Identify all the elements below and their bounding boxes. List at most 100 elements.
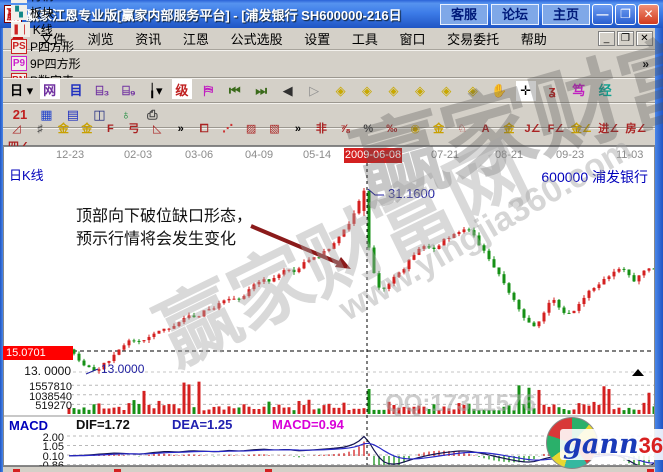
title-bar: 赢 赢家江恩专业版[赢家内部服务平台] - [浦发银行 SH600000-216… [0, 0, 663, 28]
menu-file[interactable]: 文件 [40, 32, 67, 47]
panel-type-label: 日K线 [9, 168, 44, 183]
menu-formula[interactable]: 公式选股 [230, 32, 283, 47]
menu-window[interactable]: 窗口 [399, 32, 426, 47]
gold-circle-icon[interactable]: ◉ [410, 122, 420, 135]
ray-fan-icon[interactable]: ⋰ [222, 122, 234, 135]
pan-hand-icon[interactable]: ✋ [491, 82, 508, 98]
next-bar-icon[interactable]: ▷ [309, 82, 320, 98]
first-bar-icon[interactable]: ⏮ [228, 82, 241, 98]
gold-lines-icon[interactable]: 金 [433, 122, 445, 135]
kline-chart[interactable] [4, 147, 654, 465]
ratio-table-icon[interactable]: 非 [315, 122, 327, 135]
toolbar3-items: 21 ▦ ▤ ◫ ♁ ⎙ [9, 105, 163, 126]
macd-axis-label: 0.10 [42, 451, 64, 463]
gold-box-icon[interactable]: 金 [81, 122, 93, 135]
menu-info[interactable]: 资讯 [135, 32, 162, 47]
scroll-tick [265, 469, 272, 472]
level-icon[interactable]: 级 [171, 79, 192, 100]
curve-icon[interactable]: 经 [598, 82, 612, 98]
menu-settings[interactable]: 设置 [304, 32, 331, 47]
diamond-left-icon[interactable]: ◈ [335, 82, 346, 98]
tool-9p-square[interactable]: P9 9P四方形 [11, 56, 81, 71]
scroll-position-marker [632, 369, 644, 376]
price-axis-label: 13. 0000 [24, 364, 71, 378]
stamp-icon[interactable]: 笃 [572, 82, 586, 98]
dif-value: DIF=1.72 [76, 417, 130, 432]
diamond-center-icon[interactable]: ◈ [414, 82, 425, 98]
gold-angle-icon[interactable]: 金∠ [570, 122, 592, 135]
macd-axis-label: 2.00 [42, 432, 64, 444]
mdi-minimize-button[interactable]: _ [598, 31, 615, 46]
menu-tools[interactable]: 工具 [351, 32, 378, 47]
toolbar1-overflow-chevron[interactable]: » [642, 56, 649, 71]
annotation-line2: 预示行情将会发生变化 [76, 231, 237, 248]
more1-chevron[interactable]: » [177, 122, 184, 135]
fang-angle-icon[interactable]: 房∠ [625, 122, 647, 135]
grid-view-icon[interactable]: 网 [39, 79, 60, 100]
angle-tool-icon[interactable]: ◺ [152, 122, 162, 135]
tool-p-square[interactable]: PS P四方形 [11, 39, 75, 54]
period-day-dropdown[interactable]: 日 ▾ [10, 82, 34, 98]
chart-panel[interactable]: 12-23 02-03 03-06 04-09 05-14 07-21 08-2… [3, 146, 655, 472]
gann360-number: 360 [638, 433, 663, 458]
low-price-callout: 13.0000 [101, 362, 145, 376]
tool-quotes[interactable]: ▦ 行情 [11, 0, 81, 4]
fibo-icon[interactable]: F [106, 122, 114, 135]
rect-tool-icon[interactable]: ⧠ [199, 122, 209, 135]
menu-trade[interactable]: 交易委托 [447, 32, 500, 47]
bottom-scroll-strip[interactable] [3, 466, 655, 472]
jin-angle-icon[interactable]: 进∠ [598, 122, 620, 135]
home-button[interactable]: 主页 [541, 3, 590, 25]
annotation-line1: 顶部向下破位缺口形态， [76, 208, 253, 225]
mdi-close-button[interactable]: ✕ [636, 31, 653, 46]
diamond-updown-icon[interactable]: ◈ [441, 82, 452, 98]
candle-style-dropdown[interactable]: ╽▾ [148, 82, 163, 98]
a-wave-icon[interactable]: A [481, 122, 490, 135]
save-icon[interactable]: ◫ [93, 107, 106, 123]
minimize-button[interactable]: — [592, 3, 613, 25]
service-button[interactable]: 客服 [439, 3, 488, 25]
menu-help[interactable]: 帮助 [520, 32, 547, 47]
diamond-right-icon[interactable]: ◈ [362, 82, 373, 98]
menu-browse[interactable]: 浏览 [87, 32, 114, 47]
gold-ratio-icon[interactable]: 金 [57, 122, 69, 135]
percent-icon[interactable]: % [363, 122, 374, 135]
maximize-button[interactable]: ❐ [615, 3, 636, 25]
notebook-icon[interactable]: ▤ [66, 107, 80, 123]
diamond-all-icon[interactable]: ◈ [467, 82, 478, 98]
menu-gann[interactable]: 江恩 [182, 32, 209, 47]
f-angle-icon[interactable]: F∠ [547, 122, 565, 135]
bars9-icon[interactable]: ⌸₉ [122, 82, 136, 98]
horse-icon[interactable]: ♘ [457, 122, 468, 135]
last-bar-icon[interactable]: ⏭ [255, 82, 268, 98]
prev-bar-icon[interactable]: ◀ [282, 82, 293, 98]
web-export-icon[interactable]: ♁ [120, 107, 131, 123]
diamond-expand-icon[interactable]: ◈ [388, 82, 399, 98]
calculator-icon[interactable]: ▦ [40, 107, 53, 123]
gold-under-icon[interactable]: 金 [503, 122, 515, 135]
forum-button[interactable]: 论坛 [490, 3, 539, 25]
tool-sectors[interactable]: ▚ 板块 [11, 4, 81, 21]
calendar-icon[interactable]: 21 [12, 107, 28, 123]
j-angle-icon[interactable]: J∠ [524, 122, 541, 135]
tool-kline[interactable]: ❚❘ K线 [11, 22, 53, 37]
lasso-icon[interactable]: ʓ [548, 82, 556, 98]
crosshair-icon[interactable]: ✛ [515, 80, 536, 101]
toolbar-drawing: ◿ ♯ 金 金 F 弓 ◺ » ⧠ ⋰ ▨ ▧ » 非 ⅞ % [3, 123, 655, 153]
bars3-icon[interactable]: ⌸₃ [95, 82, 110, 98]
date-tick: 03-06 [185, 149, 214, 161]
fan-box-icon[interactable]: ▧ [269, 122, 280, 135]
percent7-icon[interactable]: ⅞ [340, 122, 350, 135]
list-view-icon[interactable]: 目 [69, 82, 83, 98]
mdi-restore-button[interactable]: ❐ [617, 31, 634, 46]
arc-tool-icon[interactable]: 弓 [128, 122, 140, 135]
print-icon[interactable]: ⎙ [147, 107, 158, 123]
grid-tool-icon[interactable]: ♯ [37, 122, 43, 135]
flag-sort-icon[interactable]: ⛿ [203, 82, 214, 98]
more2-chevron[interactable]: » [294, 122, 301, 135]
close-button[interactable]: ✕ [638, 3, 659, 25]
permille-icon[interactable]: ‰ [386, 122, 398, 135]
gann-angle-icon[interactable]: ◿ [12, 122, 21, 135]
hatch-box-icon[interactable]: ▨ [245, 122, 257, 135]
